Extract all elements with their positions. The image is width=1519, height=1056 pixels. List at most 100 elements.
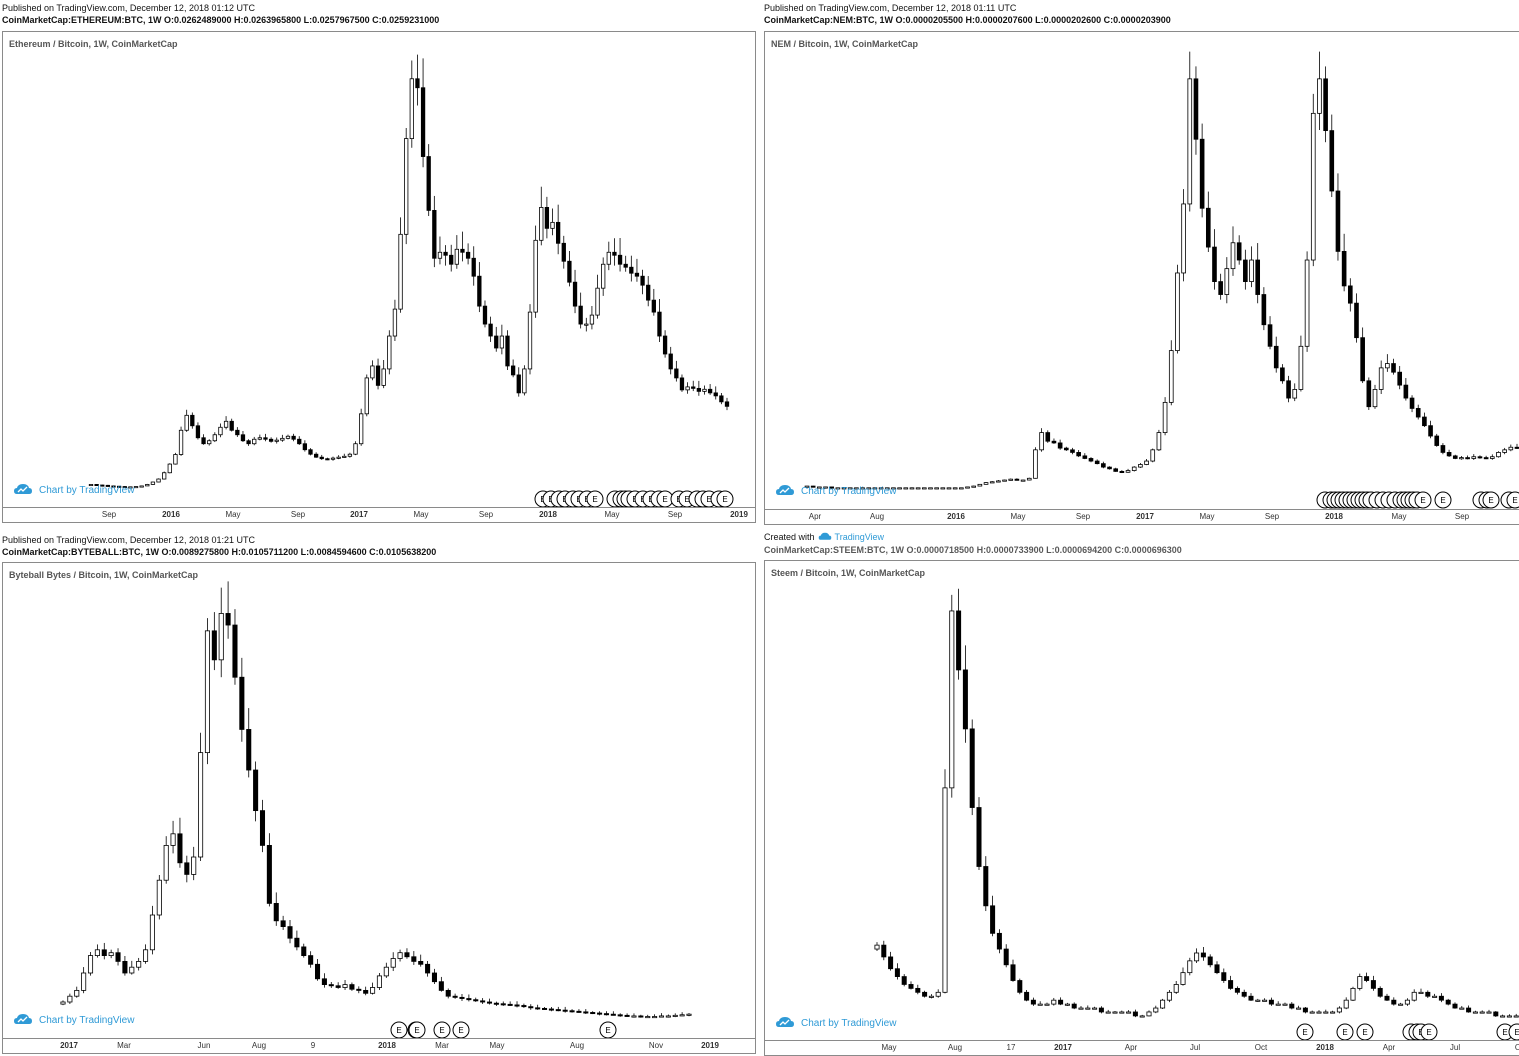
event-marker[interactable]: E bbox=[433, 1021, 451, 1039]
candle-body-down bbox=[1221, 972, 1227, 981]
candle-body-down bbox=[1370, 980, 1376, 989]
candle bbox=[1193, 66, 1199, 155]
candle-body-down bbox=[1364, 976, 1370, 981]
candle bbox=[962, 645, 968, 743]
candle-body-down bbox=[1243, 259, 1248, 282]
candle-body-up bbox=[1224, 268, 1230, 295]
candle-body-up bbox=[539, 207, 544, 241]
candle-body-down bbox=[460, 248, 465, 253]
candle-body-down bbox=[572, 281, 578, 307]
candle bbox=[874, 942, 880, 951]
candle-body-down bbox=[1058, 999, 1064, 1005]
axis-tick-label: Aug bbox=[251, 1041, 267, 1050]
candle bbox=[841, 487, 847, 490]
axis-tick-label: Sep bbox=[667, 510, 683, 519]
candle bbox=[1126, 1010, 1132, 1014]
candle-body-down bbox=[569, 1010, 575, 1013]
candle bbox=[946, 487, 952, 490]
candle-body-up bbox=[218, 426, 223, 436]
tradingview-link[interactable]: TradingView bbox=[834, 532, 885, 542]
candle bbox=[1472, 1010, 1478, 1014]
candle-body-down bbox=[1014, 478, 1020, 481]
ohlc-readout: CoinMarketCap:NEM:BTC, 1W O:0.0000205500… bbox=[764, 15, 1171, 25]
candle bbox=[266, 833, 272, 907]
candle-body-down bbox=[724, 401, 730, 407]
axis-tick-label: Sep bbox=[290, 510, 306, 519]
event-marker[interactable]: E bbox=[716, 490, 734, 508]
candle-body-up bbox=[854, 487, 859, 490]
chart-panel-steem: Created with TradingView CoinMarketCap:S… bbox=[762, 530, 1519, 1056]
event-marker[interactable]: E bbox=[1506, 491, 1519, 509]
candle bbox=[672, 1013, 678, 1018]
candle bbox=[903, 487, 909, 490]
chart-panel-ethereum: Published on TradingView.com, December 1… bbox=[0, 0, 758, 524]
event-marker[interactable]: E bbox=[1420, 1023, 1438, 1041]
tradingview-brand[interactable]: Chart by TradingView bbox=[775, 484, 896, 498]
candle-body-down bbox=[1422, 416, 1427, 427]
event-marker-label: E bbox=[1440, 496, 1445, 505]
candle bbox=[556, 204, 561, 255]
candle bbox=[544, 196, 550, 239]
candle-body-down bbox=[1010, 964, 1016, 981]
candle bbox=[567, 251, 572, 287]
event-marker[interactable]: E bbox=[408, 1021, 426, 1039]
candle bbox=[425, 960, 431, 977]
candle bbox=[198, 732, 204, 861]
axis-tick-label: Sep bbox=[101, 510, 117, 519]
candle bbox=[527, 304, 533, 375]
event-marker[interactable]: E bbox=[452, 1021, 470, 1039]
candle bbox=[952, 487, 958, 490]
chart-frame[interactable]: Byteball Bytes / Bitcoin, 1W, CoinMarket… bbox=[2, 562, 756, 1054]
candle bbox=[977, 483, 983, 487]
candle-body-down bbox=[542, 1007, 548, 1010]
chart-frame[interactable]: Ethereum / Bitcoin, 1W, CoinMarketCap Ch… bbox=[2, 31, 756, 523]
chart-title: Ethereum / Bitcoin, 1W, CoinMarketCap bbox=[9, 39, 178, 49]
candle-body-up bbox=[1486, 1011, 1492, 1014]
event-marker[interactable]: E bbox=[1434, 491, 1452, 509]
candle-body-up bbox=[139, 485, 144, 488]
brand-label: Chart by TradingView bbox=[801, 1017, 897, 1029]
candle-body-down bbox=[493, 1002, 499, 1005]
event-marker[interactable]: E bbox=[1414, 491, 1432, 509]
candle bbox=[612, 238, 617, 266]
candle bbox=[1275, 1001, 1281, 1006]
candle bbox=[88, 484, 94, 487]
event-marker[interactable]: E bbox=[586, 490, 604, 508]
candle-body-up bbox=[499, 335, 505, 349]
tradingview-brand[interactable]: Chart by TradingView bbox=[13, 1013, 134, 1027]
candle bbox=[1385, 354, 1390, 372]
candle-body-down bbox=[610, 1013, 616, 1016]
candle bbox=[1506, 1014, 1512, 1018]
candle-body-down bbox=[657, 311, 662, 337]
candle-body-up bbox=[1037, 1003, 1043, 1006]
candle-body-down bbox=[561, 242, 566, 262]
candle bbox=[935, 989, 941, 998]
candle-body-down bbox=[418, 960, 424, 965]
candle-body-down bbox=[1070, 449, 1075, 453]
event-marker[interactable]: E bbox=[1296, 1023, 1314, 1041]
event-marker[interactable]: E bbox=[1482, 491, 1500, 509]
candle bbox=[225, 581, 231, 639]
candle-body-up bbox=[928, 487, 933, 490]
axis-tick-label: Sep bbox=[478, 510, 494, 519]
event-marker[interactable]: E bbox=[390, 1021, 408, 1039]
candle bbox=[1255, 998, 1261, 1002]
event-marker[interactable]: E bbox=[599, 1021, 617, 1039]
chart-frame[interactable]: NEM / Bitcoin, 1W, CoinMarketCap Chart b… bbox=[764, 31, 1519, 525]
candle bbox=[569, 1009, 575, 1013]
candle bbox=[87, 951, 94, 976]
candle bbox=[724, 397, 730, 411]
candle-body-up bbox=[170, 833, 176, 846]
candle bbox=[178, 426, 184, 456]
candle bbox=[623, 255, 628, 272]
event-marker[interactable]: E bbox=[1336, 1023, 1354, 1041]
tradingview-brand[interactable]: Chart by TradingView bbox=[775, 1016, 896, 1030]
candle bbox=[665, 1014, 671, 1018]
tradingview-brand[interactable]: Chart by TradingView bbox=[13, 483, 134, 497]
candle bbox=[1218, 273, 1223, 300]
chart-frame[interactable]: Steem / Bitcoin, 1W, CoinMarketCap Chart… bbox=[764, 560, 1519, 1056]
candle bbox=[1273, 336, 1279, 373]
event-marker[interactable]: E bbox=[1356, 1023, 1374, 1041]
candle bbox=[375, 358, 381, 390]
candle bbox=[597, 1011, 603, 1016]
